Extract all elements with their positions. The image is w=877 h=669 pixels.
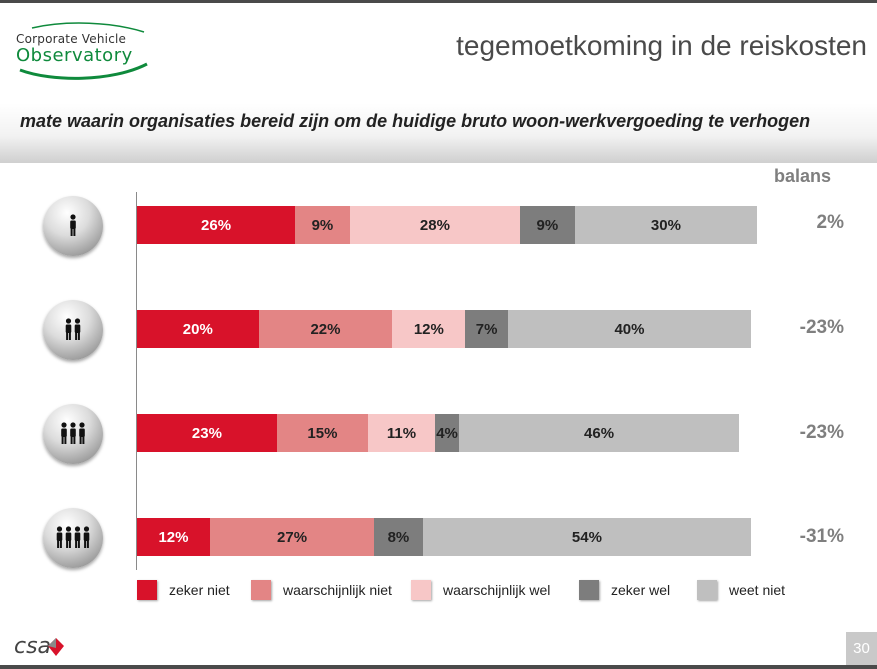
legend-label: zeker wel xyxy=(611,582,671,598)
legend-swatch xyxy=(579,580,599,600)
chart-axis-line xyxy=(136,192,137,570)
legend-swatch xyxy=(137,580,157,600)
bar-data-label: 9% xyxy=(311,216,334,234)
legend-item: zeker wel xyxy=(579,580,670,600)
bar-segment: 27% xyxy=(209,518,375,556)
bar-segment: 11% xyxy=(368,414,435,452)
legend-swatch xyxy=(697,580,717,600)
bar-data-label: 15% xyxy=(307,424,338,442)
bar-data-label: 54% xyxy=(571,528,602,546)
bar-data-label: 22% xyxy=(310,320,341,338)
bar-data-label: 46% xyxy=(584,424,615,442)
logo-swoosh-icon xyxy=(19,22,148,80)
bar-segment: 26% xyxy=(137,206,296,244)
bar-segment: 8% xyxy=(374,518,423,556)
balans-value: -31% xyxy=(799,526,844,547)
page-title: tegemoetkoming in de reiskosten xyxy=(456,30,867,61)
persons-1-icon xyxy=(43,196,103,256)
balans-header: balans xyxy=(774,166,832,186)
bar-data-label: 12% xyxy=(413,320,444,338)
bar-segment: 4% xyxy=(434,414,460,452)
legend-label: waarschijnlijk wel xyxy=(443,582,551,598)
logo-line-1: Corporate Vehicle xyxy=(16,32,127,46)
legend-item: zeker niet xyxy=(137,580,230,600)
bar-data-label: 11% xyxy=(386,424,417,442)
bar-data-label: 8% xyxy=(387,528,410,546)
bar-data-label: 26% xyxy=(201,216,232,234)
top-rule xyxy=(0,0,877,3)
bar-segment: 30% xyxy=(574,206,758,244)
bar-data-label: 4% xyxy=(436,424,458,442)
bar-data-label: 40% xyxy=(614,320,645,338)
bar-segment: 54% xyxy=(422,518,752,556)
bar-segment: 12% xyxy=(137,518,210,556)
persons-2-icon xyxy=(43,300,103,360)
bar-segment: 46% xyxy=(459,414,739,452)
csa-logo-mark-icon xyxy=(48,638,64,656)
balans-value: 2% xyxy=(816,212,844,233)
legend-label: zeker niet xyxy=(169,582,230,598)
bar-segment: 7% xyxy=(465,310,508,348)
bar-segment: 22% xyxy=(258,310,393,348)
bar-segment: 12% xyxy=(392,310,466,348)
corporate-vehicle-observatory-logo: Corporate Vehicle Observatory xyxy=(12,22,152,84)
legend-item: weet niet xyxy=(697,580,785,600)
bar-data-label: 20% xyxy=(182,320,213,338)
legend-swatch xyxy=(411,580,431,600)
bar-segment: 28% xyxy=(349,206,521,244)
legend-item: waarschijnlijk niet xyxy=(251,580,392,600)
bar-data-label: 23% xyxy=(191,424,222,442)
bar-data-label: 9% xyxy=(536,216,559,234)
bar-data-label: 30% xyxy=(650,216,681,234)
logo-line-2: Observatory xyxy=(16,45,133,66)
bar-segment: 9% xyxy=(295,206,350,244)
chart-subtitle: mate waarin organisaties bereid zijn om … xyxy=(20,111,811,131)
persons-4-icon xyxy=(43,508,103,568)
subtitle-band xyxy=(0,103,877,163)
bar-data-label: 7% xyxy=(475,320,498,338)
csa-brand: csa xyxy=(14,634,52,659)
bar-data-label: 12% xyxy=(158,528,189,546)
legend-label: waarschijnlijk niet xyxy=(283,582,392,598)
bar-data-label: 28% xyxy=(419,216,450,234)
bottom-rule xyxy=(0,665,877,669)
bar-segment: 23% xyxy=(137,414,277,452)
persons-3-icon xyxy=(43,404,103,464)
page-number: 30 xyxy=(846,632,877,665)
legend-swatch xyxy=(251,580,271,600)
legend-item: waarschijnlijk wel xyxy=(411,580,550,600)
bar-segment: 20% xyxy=(137,310,259,348)
bar-segment: 9% xyxy=(520,206,575,244)
legend-label: weet niet xyxy=(729,582,786,598)
bar-data-label: 27% xyxy=(277,528,308,546)
bar-segment: 15% xyxy=(276,414,369,452)
balans-value: -23% xyxy=(799,422,844,443)
balans-value: -23% xyxy=(799,317,844,338)
bar-segment: 40% xyxy=(507,310,752,348)
